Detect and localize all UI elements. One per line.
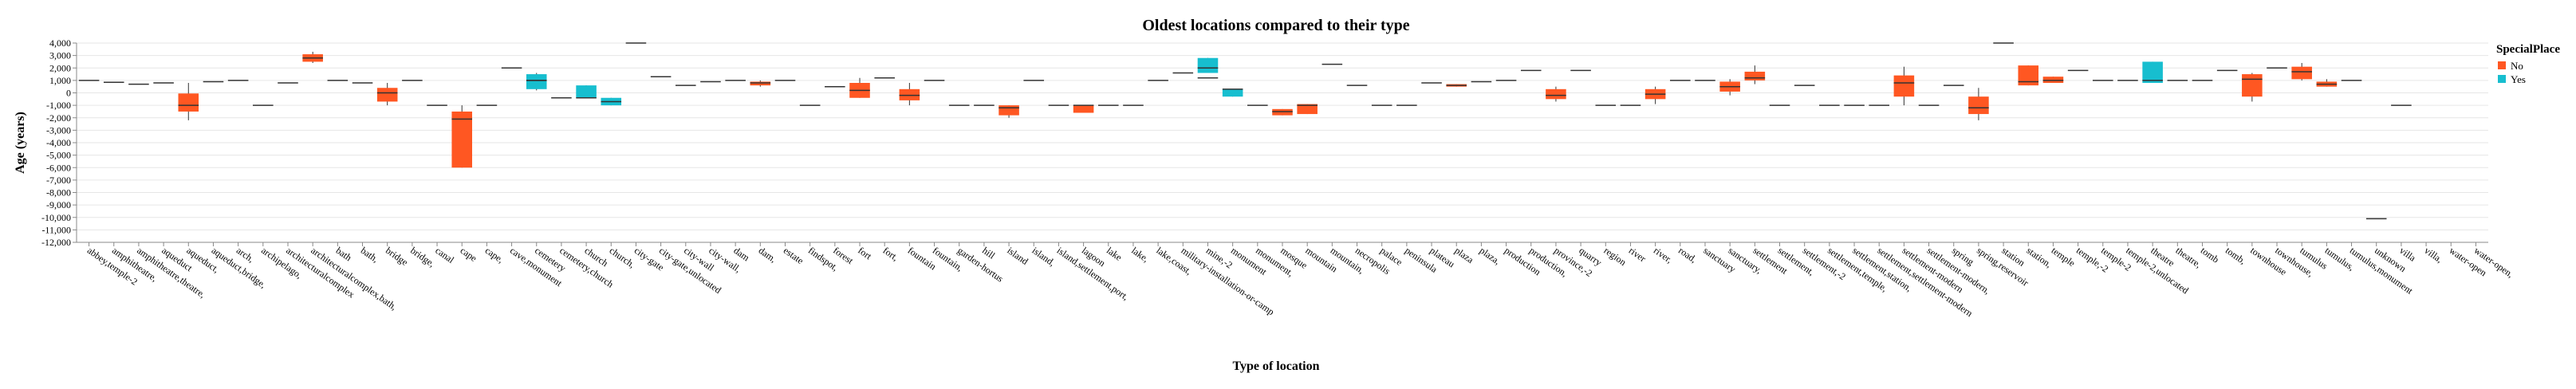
box-body: [1297, 104, 1318, 115]
box-tumulus,-No: [2316, 79, 2338, 87]
box-church-Yes: [576, 85, 597, 99]
box-settlement-modern-No: [1893, 66, 1915, 106]
y-tick-label: -8,000: [46, 187, 71, 198]
y-tick-label: 1,000: [49, 75, 71, 86]
y-tick-label: -7,000: [46, 175, 71, 186]
y-tick-label: -6,000: [46, 162, 71, 173]
box-lagoon-No: [1073, 104, 1094, 113]
box-body: [2242, 74, 2263, 97]
y-axis-title: Age (years): [14, 112, 27, 174]
box-body: [2142, 61, 2163, 83]
y-tick-label: -5,000: [46, 150, 71, 161]
box-fountain-No: [899, 83, 920, 106]
box-dam,-No: [750, 80, 771, 87]
box-cape-No: [451, 105, 472, 168]
box-body: [1968, 96, 1989, 115]
box-aqueduct,-No: [178, 83, 199, 120]
legend: SpecialPlace No Yes: [2496, 43, 2560, 85]
box-mine,-2-Yes: [1197, 57, 1219, 73]
y-tick-label: 3,000: [49, 50, 71, 61]
box-body: [899, 88, 920, 100]
y-tick-label: 0: [66, 88, 71, 99]
y-ticks: 4,0003,0002,0001,0000-1,000-2,000-3,000-…: [41, 37, 77, 248]
y-tick-label: 4,000: [49, 37, 71, 49]
y-tick-label: -12,000: [41, 237, 71, 248]
legend-swatch-yes: [2498, 75, 2506, 83]
box-body: [1546, 88, 1566, 100]
box-river,-No: [1644, 86, 1666, 104]
y-tick-label: -10,000: [41, 212, 71, 223]
box-mosque-No: [1272, 108, 1293, 116]
box-body: [750, 81, 771, 86]
box-body: [1073, 105, 1094, 113]
chart-title: Oldest locations compared to their type: [1142, 17, 1409, 34]
box-body: [1197, 57, 1219, 73]
y-tick-label: -4,000: [46, 137, 71, 148]
box-province,-2-No: [1546, 86, 1566, 102]
box-station,-No: [2018, 65, 2039, 86]
y-tick-label: -11,000: [41, 224, 71, 235]
box-cemetery-Yes: [526, 73, 547, 91]
y-tick-label: 2,000: [49, 62, 71, 73]
box-temple-No: [2042, 77, 2064, 83]
legend-label-no: No: [2511, 60, 2523, 72]
box-body: [1272, 108, 1293, 116]
boxes-layer: [78, 42, 2412, 220]
box-body: [998, 105, 1019, 116]
box-body: [2018, 65, 2039, 86]
y-tick-label: -1,000: [46, 100, 71, 111]
box-bridge-No: [376, 83, 398, 106]
box-plaza-No: [1446, 84, 1467, 87]
box-island-No: [998, 105, 1019, 118]
box-townhouse-No: [2242, 73, 2263, 102]
box-body: [2291, 66, 2312, 80]
box-theatre-Yes: [2142, 61, 2163, 83]
box-body: [526, 74, 547, 89]
box-body: [451, 111, 472, 168]
box-fort-No: [849, 77, 870, 98]
box-monument-Yes: [1222, 88, 1243, 97]
legend-title: SpecialPlace: [2496, 43, 2560, 56]
y-tick-label: -3,000: [46, 124, 71, 136]
legend-label-yes: Yes: [2511, 73, 2526, 85]
box-church,-Yes: [601, 97, 622, 106]
box-spring,reservoir-No: [1968, 88, 1989, 120]
box-body: [376, 88, 398, 102]
y-tick-label: -9,000: [46, 199, 71, 210]
box-body: [576, 85, 597, 98]
box-body: [178, 93, 199, 112]
box-mountain-No: [1297, 104, 1318, 115]
box-settlement-No: [1744, 65, 1766, 84]
box-body: [1744, 71, 1766, 81]
box-tumulus-No: [2291, 63, 2312, 81]
y-tick-label: -2,000: [46, 112, 71, 124]
box-body: [2042, 77, 2064, 83]
box-body: [1893, 75, 1915, 97]
box-body: [1222, 88, 1243, 97]
x-axis-title: Type of location: [1232, 360, 1319, 373]
box-sanctuary,-No: [1719, 79, 1740, 96]
legend-swatch-no: [2498, 61, 2506, 69]
box-architecturalcomplex,bath,-No: [302, 51, 323, 63]
